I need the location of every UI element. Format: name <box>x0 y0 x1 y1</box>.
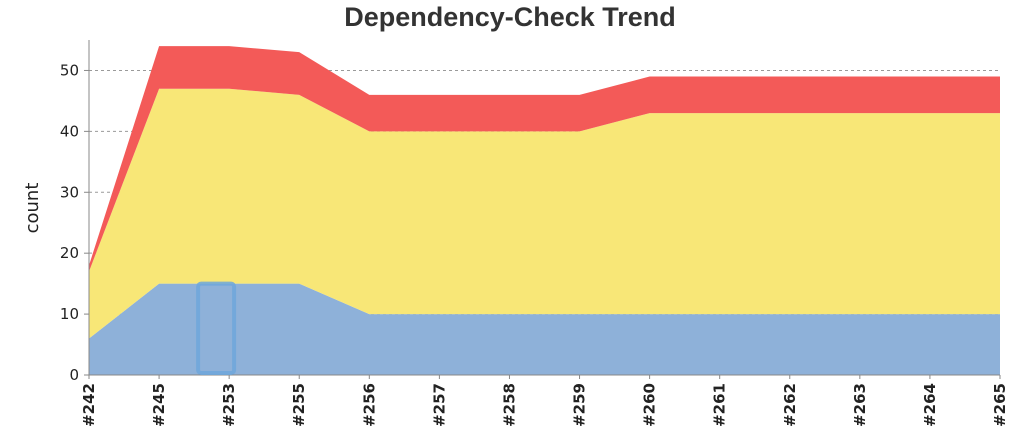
y-tick-labels: 0 10 20 30 40 50 <box>60 61 79 384</box>
y-tick-label: 40 <box>60 122 79 140</box>
chart-title: Dependency-Check Trend <box>344 2 676 32</box>
x-tick-label: #265 <box>991 383 1009 427</box>
y-axis-label: count <box>22 183 43 234</box>
y-tick-label: 50 <box>60 61 79 79</box>
x-tick-label: #255 <box>290 383 308 427</box>
selection-layer[interactable] <box>196 281 237 375</box>
x-tick-label: #245 <box>150 383 168 427</box>
x-tick-label: #256 <box>360 383 378 427</box>
x-tick-labels: #242 #245 #253 #255 #256 #257 #258 #259 #260 #261… <box>80 383 1009 427</box>
y-tick-label: 0 <box>69 366 79 384</box>
x-tick-label: #261 <box>711 383 729 427</box>
series-areas <box>89 46 1000 375</box>
y-tick-label: 10 <box>60 305 79 323</box>
x-tick-label: #264 <box>921 383 939 427</box>
x-tick-label: #258 <box>500 383 518 427</box>
x-tick-label: #257 <box>430 383 448 427</box>
x-tick-label: #260 <box>641 383 659 427</box>
y-tick-label: 20 <box>60 244 79 262</box>
x-tick-label: #263 <box>851 383 869 427</box>
y-tick-label: 30 <box>60 183 79 201</box>
axes <box>84 40 1001 379</box>
series-area-red <box>89 46 1000 272</box>
x-tick-label: #242 <box>80 383 98 427</box>
x-tick-label: #259 <box>571 383 589 427</box>
series-area-blue <box>89 283 1000 375</box>
series-area-yellow <box>89 88 1000 339</box>
x-tick-label: #253 <box>220 383 238 427</box>
selected-build-highlight[interactable] <box>196 281 237 375</box>
x-tick-label: #262 <box>781 383 799 427</box>
